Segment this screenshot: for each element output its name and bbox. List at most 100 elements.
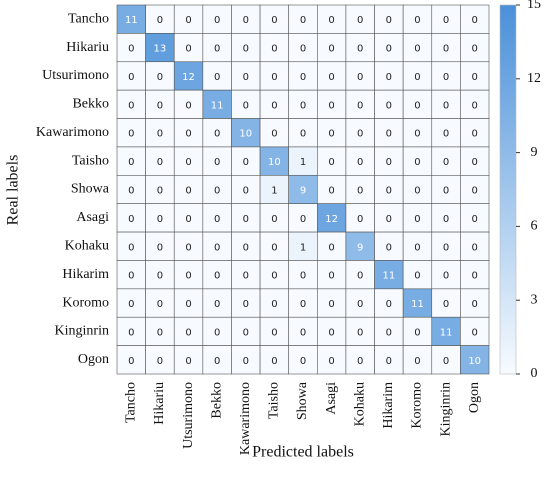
cell-label: 0 — [214, 327, 220, 338]
cell-label: 0 — [128, 299, 134, 310]
heatmap-cell — [374, 4, 404, 34]
heatmap-cell — [288, 89, 318, 119]
cell-label: 1 — [300, 242, 306, 253]
heatmap-cell — [431, 4, 461, 34]
cell-label: 13 — [154, 44, 167, 55]
heatmap-cell — [202, 175, 232, 204]
heatmap-cell — [460, 288, 490, 318]
cell-label: 12 — [182, 72, 195, 83]
cell-label: 0 — [185, 299, 191, 310]
heatmap-cell — [231, 288, 261, 318]
cell-label: 0 — [328, 327, 334, 338]
heatmap-cell — [116, 345, 146, 375]
heatmap-cell — [402, 175, 433, 204]
cell-label: 0 — [414, 157, 420, 168]
cell-label: 0 — [214, 356, 220, 367]
cell-label: 0 — [185, 44, 191, 55]
cell-label: 0 — [414, 214, 420, 225]
y-tick-label: Showa — [71, 182, 110, 197]
cell-label: 0 — [414, 186, 420, 197]
heatmap-cell — [288, 175, 318, 204]
heatmap-cell — [374, 260, 404, 290]
heatmap-cell — [173, 33, 204, 63]
heatmap-cell — [173, 146, 204, 176]
cell-label: 0 — [128, 100, 134, 111]
heatmap-cell — [202, 231, 232, 261]
cell-label: 0 — [386, 186, 392, 197]
cell-label: 0 — [243, 157, 249, 168]
y-tick-label: Koromo — [62, 295, 109, 310]
heatmap-cell — [202, 146, 232, 176]
cell-label: 11 — [211, 100, 224, 111]
heatmap-cell — [431, 89, 461, 119]
heatmap-cell — [374, 175, 404, 204]
cell-label: 0 — [128, 44, 134, 55]
cell-label: 0 — [214, 15, 220, 26]
heatmap-cell — [345, 118, 375, 148]
cell-label: 0 — [214, 214, 220, 225]
heatmap-cell — [460, 61, 490, 91]
cell-label: 0 — [243, 72, 249, 83]
cell-label: 11 — [125, 15, 138, 26]
cell-label: 1 — [300, 157, 306, 168]
heatmap-cell — [145, 316, 175, 346]
cell-label: 0 — [157, 356, 163, 367]
heatmap-cell — [116, 175, 146, 204]
cell-label: 0 — [328, 100, 334, 111]
cell-label: 0 — [386, 129, 392, 140]
heatmap-cell — [317, 4, 347, 34]
cell-label: 0 — [243, 44, 249, 55]
heatmap-cell — [259, 316, 289, 346]
heatmap-cell — [231, 260, 261, 290]
heatmap-cell — [288, 316, 318, 346]
cell-label: 0 — [472, 100, 478, 111]
x-tick-label: Tancho — [124, 382, 139, 423]
cell-label: 0 — [414, 242, 420, 253]
cell-label: 0 — [271, 72, 277, 83]
cell-label: 0 — [214, 299, 220, 310]
cell-label: 0 — [328, 72, 334, 83]
heatmap-cell — [402, 61, 433, 91]
cell-label: 0 — [472, 157, 478, 168]
cell-label: 0 — [128, 214, 134, 225]
heatmap-cell — [431, 231, 461, 261]
cell-label: 0 — [357, 15, 363, 26]
cell-label: 0 — [128, 157, 134, 168]
heatmap-cell — [345, 316, 375, 346]
cell-label: 0 — [300, 271, 306, 282]
heatmap-cell — [374, 146, 404, 176]
x-tick-label: Ogon — [467, 382, 482, 413]
heatmap-cell — [259, 203, 289, 233]
cell-label: 0 — [472, 271, 478, 282]
cell-label: 0 — [185, 157, 191, 168]
cell-label: 12 — [325, 214, 338, 225]
cell-label: 0 — [357, 157, 363, 168]
cell-label: 0 — [386, 327, 392, 338]
heatmap-cell — [431, 118, 461, 148]
heatmap-cell — [460, 316, 490, 346]
y-tick-label: Ogon — [78, 352, 109, 367]
heatmap-cell — [259, 4, 289, 34]
heatmap-cell — [116, 89, 146, 119]
cell-label: 0 — [414, 72, 420, 83]
heatmap-cell — [460, 146, 490, 176]
heatmap-cell — [173, 260, 204, 290]
cell-label: 0 — [271, 271, 277, 282]
cell-label: 0 — [157, 271, 163, 282]
heatmap-cell — [460, 345, 490, 375]
heatmap-cell — [374, 61, 404, 91]
cell-label: 0 — [328, 129, 334, 140]
cell-label: 0 — [386, 356, 392, 367]
cell-label: 0 — [328, 186, 334, 197]
cell-label: 0 — [386, 214, 392, 225]
cell-label: 0 — [472, 44, 478, 55]
cell-label: 0 — [357, 100, 363, 111]
cell-label: 0 — [328, 299, 334, 310]
heatmap-cell — [460, 33, 490, 63]
heatmap-cell — [145, 61, 175, 91]
heatmap-cell — [460, 203, 490, 233]
cell-label: 0 — [185, 356, 191, 367]
heatmap-cell — [345, 89, 375, 119]
x-tick-label: Asagi — [324, 382, 339, 415]
cell-label: 0 — [328, 356, 334, 367]
